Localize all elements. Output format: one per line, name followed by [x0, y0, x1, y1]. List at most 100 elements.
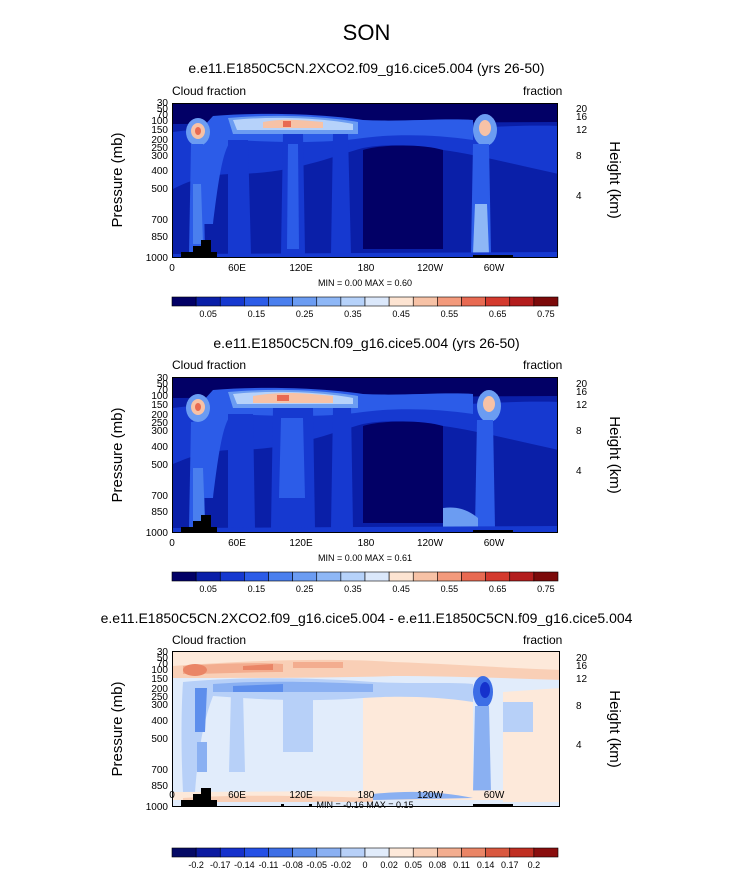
- panel-1-plot-area: [172, 103, 558, 258]
- panel-3-minmax: MIN = -0.16 MAX = 0.15: [316, 800, 414, 810]
- p2-ytick-9: 500: [151, 460, 168, 471]
- p1-y2label: Height (km): [606, 141, 623, 219]
- colorbar-label: 0.45: [392, 309, 410, 319]
- panel-1-contour: [173, 104, 557, 257]
- p3-ytick-4: 150: [151, 674, 168, 685]
- p3-xtick-5: 60W: [484, 790, 505, 801]
- p2-ytick-6: 250: [151, 418, 168, 429]
- p1-ytick-8: 400: [151, 166, 168, 177]
- p2-ytick-11: 850: [151, 507, 168, 518]
- colorbar-swatch: [461, 847, 486, 858]
- p2-y2tick-0: 20: [576, 379, 588, 390]
- p1-y2tick-0: 20: [576, 104, 588, 115]
- p3-y2label: Height (km): [606, 690, 623, 768]
- colorbar-label: 0: [362, 860, 367, 870]
- p1-ytick-7: 300: [151, 151, 168, 162]
- colorbar-swatch: [412, 847, 438, 858]
- p2-y2tick-2: 12: [576, 400, 588, 411]
- colorbar-label: 0.11: [453, 860, 470, 870]
- panel-3-right-label: fraction: [523, 633, 563, 647]
- p2-ytick-3: 100: [151, 391, 168, 402]
- colorbar-label: 0.05: [199, 309, 217, 319]
- colorbar-swatch: [171, 847, 197, 858]
- colorbar-swatch: [268, 847, 293, 858]
- colorbar-label: -0.05: [306, 860, 327, 870]
- p3-ylabel: Pressure (mb): [109, 681, 126, 776]
- p3-xtick-2: 120E: [289, 790, 313, 801]
- p1-ytick-2: 70: [157, 110, 169, 121]
- p2-ytick-4: 150: [151, 400, 168, 411]
- p2-ytick-1: 50: [157, 379, 169, 390]
- colorbar-label: -0.02: [331, 860, 352, 870]
- colorbar-label: -0.14: [234, 860, 255, 870]
- panel-2-left-label: Cloud fraction: [172, 358, 247, 372]
- panel-2-plot-area: [172, 377, 558, 533]
- colorbar-label: 0.65: [489, 309, 507, 319]
- p2-colorbar: [171, 571, 559, 582]
- colorbar-label: 0.55: [441, 309, 459, 319]
- panel-3-contour: [173, 652, 559, 806]
- colorbar-label: 0.25: [296, 309, 314, 319]
- p3-xtick-1: 60E: [228, 790, 246, 801]
- colorbar-swatch: [485, 847, 511, 858]
- p1-y2tick-2: 12: [576, 125, 588, 136]
- colorbar-label: 0.15: [248, 309, 266, 319]
- colorbar-label: 0.05: [404, 860, 422, 870]
- colorbar-label: 0.02: [380, 860, 398, 870]
- p3-colorbar: [171, 847, 559, 858]
- p1-ytick-1: 50: [157, 104, 169, 115]
- page-title: SON: [342, 20, 391, 45]
- panel-2-title: e.e11.E1850C5CN.f09_g16.cice5.004 (yrs 2…: [213, 335, 520, 351]
- p3-ytick-8: 400: [151, 716, 168, 727]
- panel-1-minmax: MIN = 0.00 MAX = 0.60: [317, 278, 413, 288]
- panel-2-minmax: MIN = 0.00 MAX = 0.61: [317, 553, 413, 563]
- p1-y2tick-3: 8: [576, 151, 582, 162]
- colorbar-label: 0.35: [344, 584, 362, 594]
- colorbar-swatch: [364, 847, 390, 858]
- p1-ylabel: Pressure (mb): [109, 132, 126, 227]
- p1-xtick-3: 180: [358, 263, 375, 274]
- p1-ytick-0: 30: [157, 98, 169, 109]
- colorbar-label: -0.11: [259, 860, 279, 870]
- colorbar-label: -0.2: [188, 860, 204, 870]
- p1-y2tick-4: 4: [576, 191, 582, 202]
- p2-xtick-0: 0: [169, 538, 175, 549]
- panel-2-right-label: fraction: [523, 358, 563, 372]
- p3-ytick-7: 300: [151, 700, 168, 711]
- colorbar-label: 0.55: [441, 584, 459, 594]
- panel-3-title: e.e11.E1850C5CN.2XCO2.f09_g16.cice5.004 …: [100, 610, 633, 626]
- colorbar-swatch: [292, 847, 318, 858]
- p1-ytick-12: 1000: [146, 253, 169, 264]
- p3-ytick-3: 100: [151, 665, 168, 676]
- colorbar-swatch: [437, 847, 462, 858]
- p1-colorbar: [171, 296, 559, 307]
- colorbar-swatch: [509, 847, 535, 858]
- colorbar-label: 0.75: [537, 584, 555, 594]
- colorbar-swatch: [388, 847, 414, 858]
- colorbar-swatch: [533, 847, 559, 858]
- p2-ytick-7: 300: [151, 426, 168, 437]
- p3-ytick-12: 1000: [146, 802, 169, 813]
- p1-ytick-11: 850: [151, 232, 168, 243]
- colorbar-swatch: [316, 847, 342, 858]
- p1-xtick-4: 120W: [417, 263, 444, 274]
- p1-ytick-3: 100: [151, 116, 168, 127]
- p3-xtick-0: 0: [169, 790, 175, 801]
- p3-y2tick-4: 4: [576, 740, 582, 751]
- p1-ytick-4: 150: [151, 125, 168, 136]
- p2-y2tick-1: 16: [576, 387, 588, 398]
- panel-3-plot-area: [172, 651, 560, 807]
- p2-xtick-2: 120E: [289, 538, 313, 549]
- p2-xtick-3: 180: [358, 538, 375, 549]
- p3-ytick-0: 30: [157, 647, 169, 658]
- p1-ytick-9: 500: [151, 184, 168, 195]
- p2-y2tick-3: 8: [576, 426, 582, 437]
- p2-xtick-5: 60W: [484, 538, 505, 549]
- p3-ytick-9: 500: [151, 734, 168, 745]
- colorbar-swatch: [195, 847, 221, 858]
- p2-ytick-2: 70: [157, 385, 169, 396]
- colorbar-label: 0.08: [429, 860, 447, 870]
